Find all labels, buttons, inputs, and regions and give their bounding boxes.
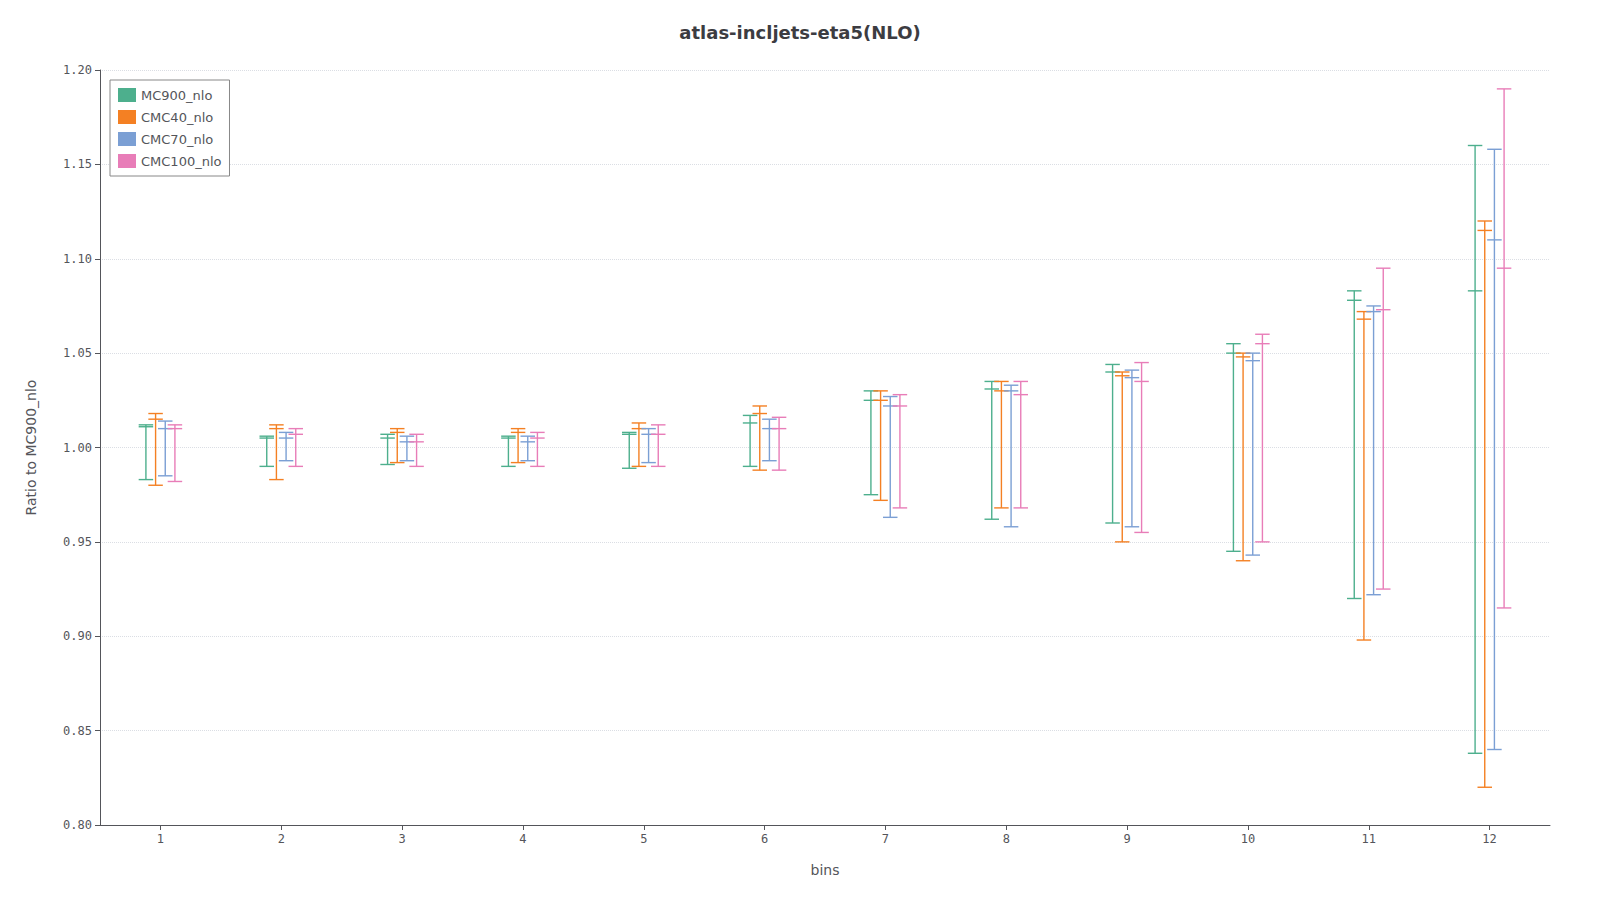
svg-text:0.95: 0.95 [63, 535, 92, 549]
svg-text:0.85: 0.85 [63, 724, 92, 738]
svg-text:3: 3 [398, 832, 405, 846]
svg-text:Ratio to MC900_nlo: Ratio to MC900_nlo [23, 380, 39, 516]
svg-text:1.15: 1.15 [63, 157, 92, 171]
svg-text:bins: bins [811, 862, 840, 878]
svg-text:1: 1 [157, 832, 164, 846]
svg-text:CMC70_nlo: CMC70_nlo [141, 132, 213, 147]
svg-text:MC900_nlo: MC900_nlo [141, 88, 212, 103]
svg-text:12: 12 [1482, 832, 1496, 846]
svg-text:0.90: 0.90 [63, 629, 92, 643]
svg-text:5: 5 [640, 832, 647, 846]
svg-text:4: 4 [519, 832, 526, 846]
svg-text:CMC40_nlo: CMC40_nlo [141, 110, 213, 125]
svg-text:0.80: 0.80 [63, 818, 92, 832]
svg-text:atlas-incljets-eta5(NLO): atlas-incljets-eta5(NLO) [679, 22, 920, 43]
svg-text:1.10: 1.10 [63, 252, 92, 266]
svg-text:6: 6 [761, 832, 768, 846]
svg-text:10: 10 [1241, 832, 1255, 846]
svg-text:11: 11 [1362, 832, 1376, 846]
svg-text:CMC100_nlo: CMC100_nlo [141, 154, 222, 169]
svg-text:7: 7 [882, 832, 889, 846]
svg-text:9: 9 [1123, 832, 1130, 846]
svg-text:8: 8 [1003, 832, 1010, 846]
svg-text:2: 2 [278, 832, 285, 846]
svg-text:1.20: 1.20 [63, 63, 92, 77]
svg-text:1.00: 1.00 [63, 441, 92, 455]
svg-text:1.05: 1.05 [63, 346, 92, 360]
